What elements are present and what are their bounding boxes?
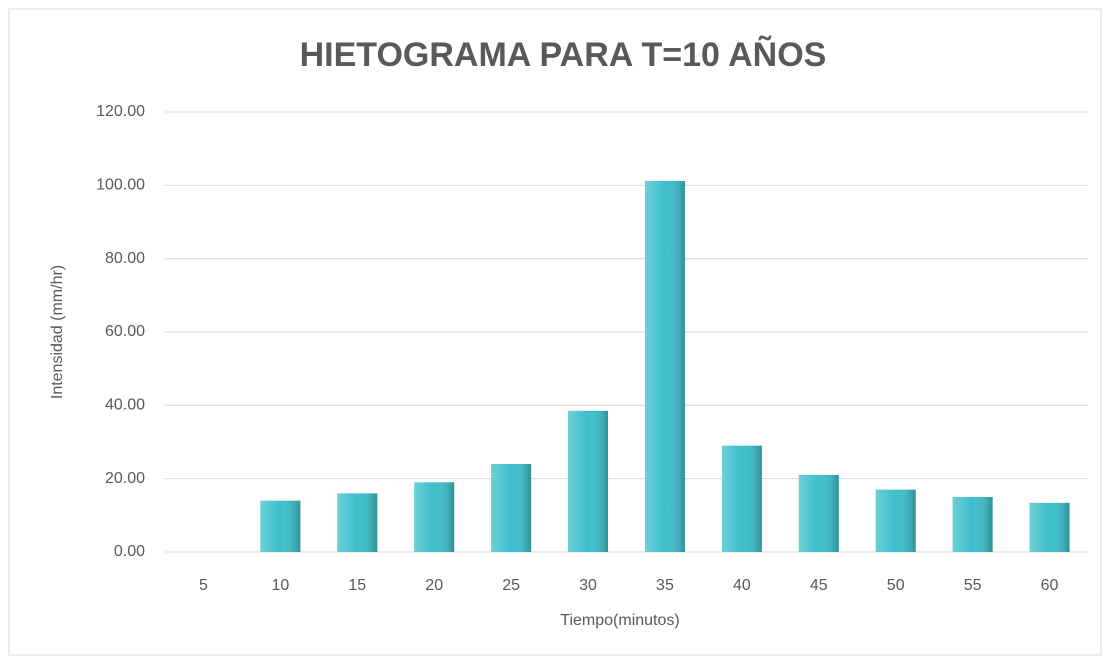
x-tick-label: 5 (199, 577, 208, 594)
y-tick-label: 80.00 (105, 250, 145, 267)
x-tick-label: 30 (579, 577, 597, 594)
x-tick-label: 40 (733, 577, 751, 594)
x-tick-label: 35 (656, 577, 674, 594)
y-axis-label: Intensidad (mm/hr) (49, 265, 66, 399)
x-axis-label: Tiempo(minutos) (560, 612, 679, 629)
x-tick-label: 60 (1041, 577, 1059, 594)
x-tick-label: 20 (425, 577, 443, 594)
bar-shade (568, 410, 609, 552)
x-tick-label: 50 (887, 577, 905, 594)
y-tick-label: 0.00 (114, 543, 145, 560)
y-tick-label: 20.00 (105, 470, 145, 487)
x-tick-label: 45 (810, 577, 828, 594)
x-tick-label: 10 (271, 577, 289, 594)
x-tick-label: 55 (964, 577, 982, 594)
bar-shade (875, 489, 916, 552)
chart-title: HIETOGRAMA PARA T=10 AÑOS (300, 36, 827, 74)
x-tick-label: 25 (502, 577, 520, 594)
y-tick-label: 40.00 (105, 397, 145, 414)
bar-shade (337, 493, 378, 552)
bar-shade (644, 180, 685, 552)
bar-shade (952, 497, 993, 552)
bar-shade (491, 464, 532, 552)
bar-shade (1029, 502, 1070, 552)
bar-shade (260, 500, 301, 552)
y-tick-label: 60.00 (105, 323, 145, 340)
bar-shade (721, 445, 762, 552)
y-tick-label: 120.00 (96, 103, 145, 120)
x-tick-label: 15 (348, 577, 366, 594)
y-tick-label: 100.00 (96, 177, 145, 194)
bar-shade (414, 482, 455, 552)
bar-shade (798, 475, 839, 552)
